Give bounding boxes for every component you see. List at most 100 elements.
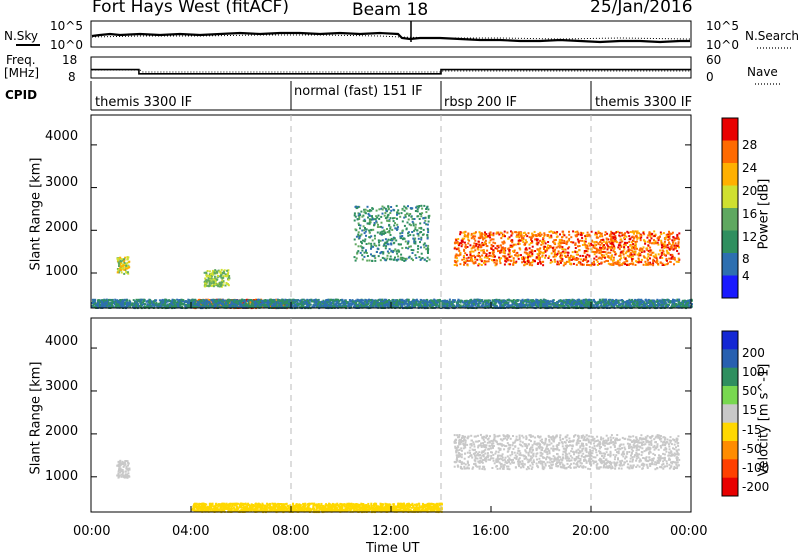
power-echo-cell <box>207 275 209 277</box>
power-echo-cell <box>629 245 631 247</box>
power-echo-cell <box>577 258 579 260</box>
power-echo-cell <box>514 231 516 233</box>
power-echo-cell <box>420 237 422 239</box>
power-echo-cell <box>618 235 620 237</box>
power-echo-cell <box>667 244 669 246</box>
power-echo-cell <box>528 252 530 254</box>
power-echo-cell <box>547 241 549 243</box>
power-echo-cell <box>510 235 512 237</box>
power-echo-cell <box>535 234 537 236</box>
power-echo-cell <box>420 246 422 248</box>
power-echo-cell <box>542 261 544 263</box>
power-echo-cell <box>663 247 665 249</box>
power-echo-cell <box>409 234 411 236</box>
power-echo-cell <box>398 250 400 252</box>
power-echo-cell <box>507 238 509 240</box>
power-echo-cell <box>413 241 415 243</box>
power-echo-cell <box>458 248 460 250</box>
power-echo-cell <box>354 256 356 258</box>
power-echo-cell <box>671 254 673 256</box>
power-echo-cell <box>556 236 558 238</box>
power-echo-cell <box>369 222 371 224</box>
power-echo-cell <box>468 240 470 242</box>
power-echo-cell <box>620 238 622 240</box>
power-echo-cell <box>643 264 645 266</box>
power-echo-cell <box>675 246 677 248</box>
power-echo-cell <box>372 246 374 248</box>
power-echo-cell <box>427 252 429 254</box>
power-echo-cell <box>590 243 592 245</box>
power-echo-cell <box>570 236 572 238</box>
power-echo-cell <box>381 222 383 224</box>
power-echo-cell <box>620 257 622 259</box>
power-echo-cell <box>380 259 382 261</box>
power-echo-cell <box>640 239 642 241</box>
power-echo-cell <box>528 232 530 234</box>
power-echo-cell <box>384 259 386 261</box>
power-echo-cell <box>566 236 568 238</box>
power-echo-cell <box>418 206 420 208</box>
power-echo-cell <box>631 260 633 262</box>
power-echo-cell <box>387 205 389 207</box>
power-echo-cell <box>357 234 359 236</box>
power-echo-cell <box>593 251 595 253</box>
power-echo-cell <box>524 232 526 234</box>
power-echo-cell <box>564 252 566 254</box>
power-echo-cell <box>484 234 486 236</box>
power-echo-cell <box>516 236 518 238</box>
power-echo-cell <box>520 254 522 256</box>
power-echo-cell <box>398 243 400 245</box>
power-echo-cell <box>668 231 670 233</box>
power-echo-cell <box>512 244 514 246</box>
power-echo-cell <box>513 259 515 261</box>
power-echo-cell <box>176 299 178 301</box>
power-echo-cell <box>646 247 648 249</box>
power-echo-cell <box>607 248 609 250</box>
power-echo-cell <box>385 210 387 212</box>
power-echo-cell <box>407 213 409 215</box>
power-echo-cell <box>125 271 127 273</box>
power-echo-cell <box>211 285 213 287</box>
power-echo-cell <box>477 255 479 257</box>
power-echo-cell <box>631 247 633 249</box>
power-echo-cell <box>556 247 558 249</box>
power-echo-cell <box>481 264 483 266</box>
power-echo-cell <box>391 238 393 240</box>
power-echo-cell <box>374 235 376 237</box>
power-echo-cell <box>655 254 657 256</box>
power-echo-cell <box>357 250 359 252</box>
power-echo-cell <box>649 251 651 253</box>
power-echo-cell <box>583 264 585 266</box>
power-echo-cell <box>224 269 226 271</box>
power-echo-cell <box>539 232 541 234</box>
power-echo-cell <box>375 218 377 220</box>
power-echo-cell <box>647 241 649 243</box>
power-echo-cell <box>543 232 545 234</box>
power-echo-cell <box>644 250 646 252</box>
power-echo-cell <box>673 263 675 265</box>
power-echo-cell <box>603 255 605 257</box>
power-echo-cell <box>504 247 506 249</box>
power-echo-cell <box>561 246 563 248</box>
power-echo-cell <box>511 255 513 257</box>
power-echo-cell <box>542 264 544 266</box>
power-echo-cell <box>664 243 666 245</box>
power-echo-cell <box>572 242 574 244</box>
power-echo-cell <box>489 252 491 254</box>
power-echo-cell <box>427 224 429 226</box>
power-echo-cell <box>602 239 604 241</box>
power-echo-cell <box>554 249 556 251</box>
power-echo-cell <box>412 259 414 261</box>
power-echo-cell <box>624 263 626 265</box>
power-echo-cell <box>630 238 632 240</box>
power-echo-cell <box>496 260 498 262</box>
power-echo-cell <box>387 255 389 257</box>
power-echo-cell <box>411 231 413 233</box>
power-echo-cell <box>363 211 365 213</box>
power-echo-cell <box>674 259 676 261</box>
power-echo-cell <box>618 264 620 266</box>
power-echo-cell <box>477 249 479 251</box>
power-echo-cell <box>425 211 427 213</box>
power-echo-cell <box>561 258 563 260</box>
power-echo-cell <box>671 257 673 259</box>
